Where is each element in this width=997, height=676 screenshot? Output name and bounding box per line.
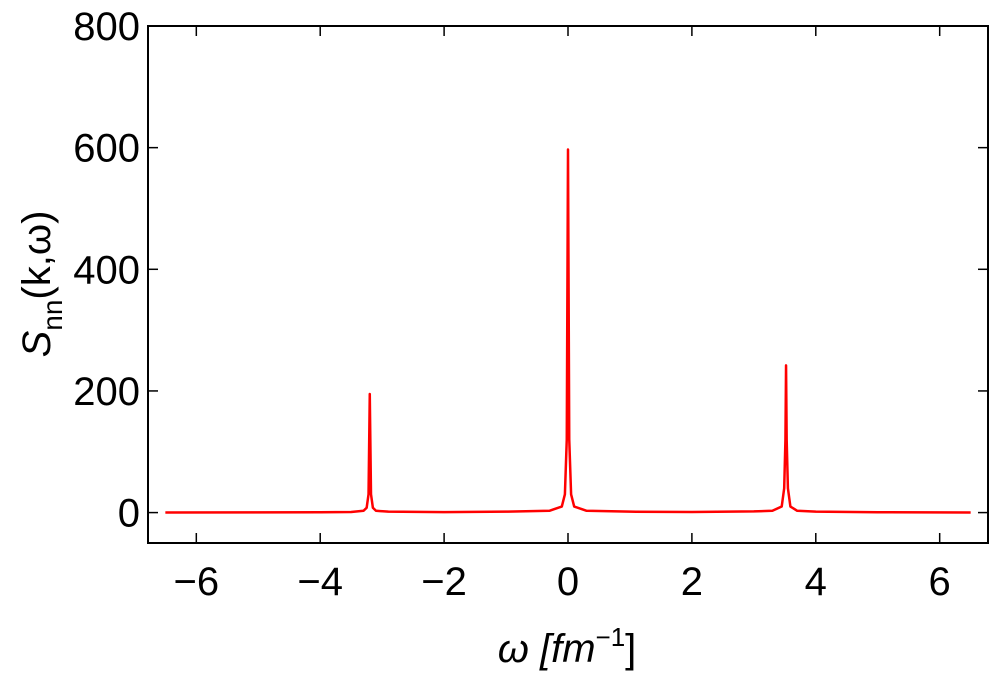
x-axis-label: ω [fm−1] [498, 622, 637, 671]
x-tick-label: 0 [557, 560, 579, 604]
x-tick-label: −4 [297, 560, 343, 604]
x-tick-label: 6 [929, 560, 951, 604]
x-tick-label: 4 [805, 560, 827, 604]
x-tick-label: 2 [681, 560, 703, 604]
y-axis-label: Snn(k,ω) [15, 211, 68, 358]
y-tick-label: 200 [73, 370, 140, 414]
y-tick-label: 400 [73, 248, 140, 292]
y-tick-label: 800 [73, 5, 140, 49]
x-tick-label: −6 [174, 560, 220, 604]
data-line [165, 148, 971, 514]
y-tick-label: 600 [73, 127, 140, 171]
x-tick-label: −2 [421, 560, 467, 604]
y-tick-label: 0 [118, 492, 140, 536]
